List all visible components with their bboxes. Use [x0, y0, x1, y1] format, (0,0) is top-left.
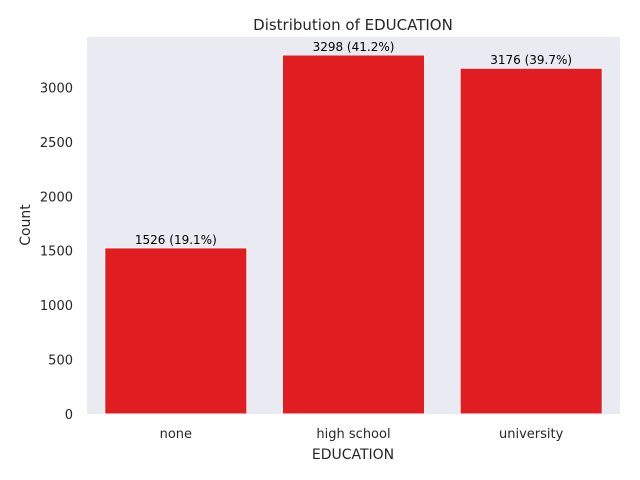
y-tick-label: 2500: [40, 136, 73, 151]
y-axis-label: Count: [18, 204, 34, 246]
bar-university: [459, 67, 603, 415]
y-tick-label: 500: [48, 354, 73, 369]
bar-none: [104, 247, 248, 415]
chart-title: Distribution of EDUCATION: [253, 16, 453, 34]
y-axis-ticks: 0 500 1000 1500 2000 2500 3000: [40, 81, 73, 423]
x-tick-label: none: [160, 427, 192, 442]
data-label: 3176 (39.7%): [490, 53, 572, 67]
y-tick-label: 2000: [40, 190, 73, 205]
y-tick-label: 0: [65, 408, 73, 423]
data-label: 3298 (41.2%): [313, 40, 395, 54]
x-tick-label: high school: [316, 427, 390, 442]
y-tick-label: 1500: [40, 245, 73, 260]
bar-high-school: [281, 54, 426, 415]
data-label: 1526 (19.1%): [135, 233, 217, 247]
x-tick-label: university: [499, 427, 564, 442]
y-tick-label: 3000: [40, 81, 73, 96]
x-axis-label: EDUCATION: [312, 447, 394, 463]
x-axis-ticks: none high school university: [160, 427, 564, 442]
y-tick-label: 1000: [40, 299, 73, 314]
bars-group: [104, 54, 603, 415]
data-labels-group: 1526 (19.1%) 3298 (41.2%) 3176 (39.7%): [135, 40, 572, 247]
